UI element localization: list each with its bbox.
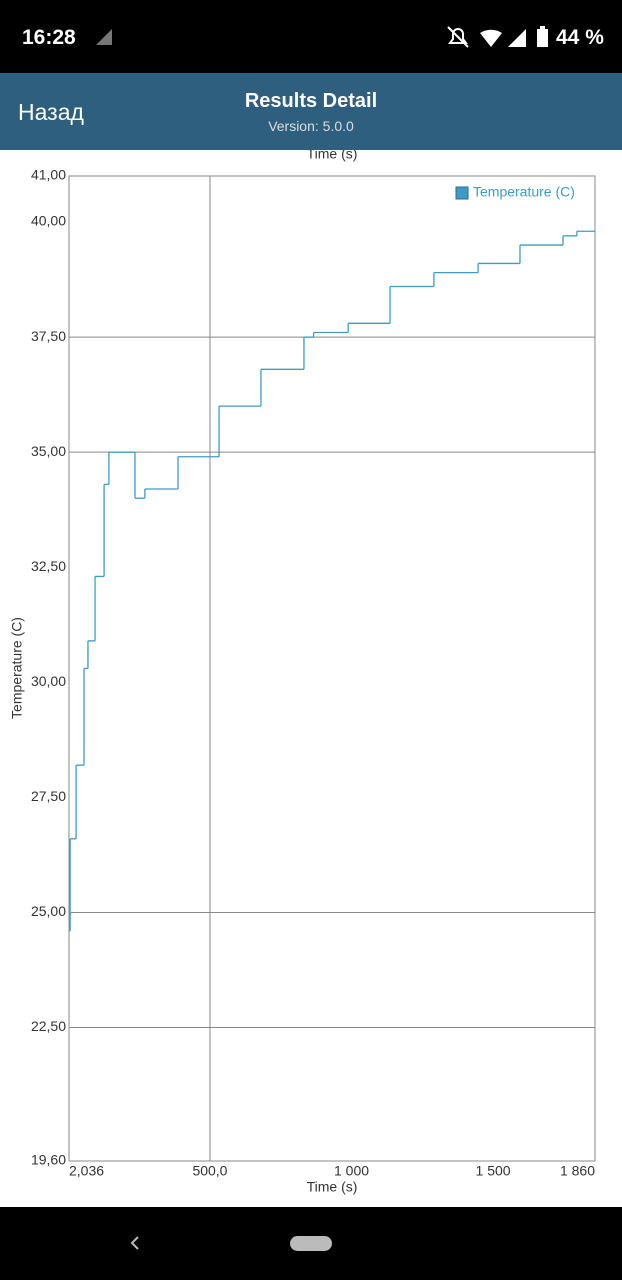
subtitle: Version: 5.0.0: [268, 118, 354, 134]
app-bar: Назад Results Detail Version: 5.0.0: [0, 73, 622, 150]
legend-label: Temperature (C): [473, 184, 575, 200]
x-tick-label: 500,0: [192, 1163, 227, 1179]
legend-swatch: [455, 186, 469, 200]
y-tick-label: 19,60: [31, 1152, 66, 1168]
y-tick-label: 41,00: [31, 167, 66, 183]
plot-frame: [68, 175, 596, 1162]
nav-icons: [130, 1236, 332, 1251]
y-tick-label: 37,50: [31, 328, 66, 344]
nav-bar: [0, 1207, 622, 1280]
home-icon[interactable]: [290, 1236, 332, 1251]
signal-icon: [96, 29, 112, 45]
title: Results Detail: [244, 90, 378, 112]
y-tick-label: 25,00: [31, 903, 66, 919]
y-tick-label: 40,00: [31, 213, 66, 229]
x-tick-label: 1 000: [334, 1163, 369, 1179]
status-bar: 16:28 44 %: [0, 0, 622, 73]
y-tick-label: 22,50: [31, 1018, 66, 1034]
status-icons: [447, 26, 526, 48]
x-axis-label: Time (s): [307, 1179, 358, 1195]
y-tick-label: 32,50: [31, 558, 66, 574]
battery-icon: [537, 26, 548, 47]
y-tick-label: 30,00: [31, 673, 66, 689]
top-axis-label: Time (s): [307, 150, 358, 162]
clock: 16:28: [22, 26, 76, 49]
x-tick-label: 1 860: [560, 1163, 595, 1179]
battery-level: 44 %: [556, 26, 604, 49]
x-tick-label: 1 500: [476, 1163, 511, 1179]
chart: Time (s) Time (s) Temperature (C) 41,00 4…: [9, 150, 596, 1195]
back-icon[interactable]: [130, 1236, 139, 1250]
y-axis-label: Temperature (C): [9, 617, 25, 719]
y-tick-label: 27,50: [31, 788, 66, 804]
y-tick-label: 35,00: [31, 443, 66, 459]
x-tick-label: 2,036: [69, 1163, 104, 1179]
back-button[interactable]: Назад: [18, 99, 84, 125]
